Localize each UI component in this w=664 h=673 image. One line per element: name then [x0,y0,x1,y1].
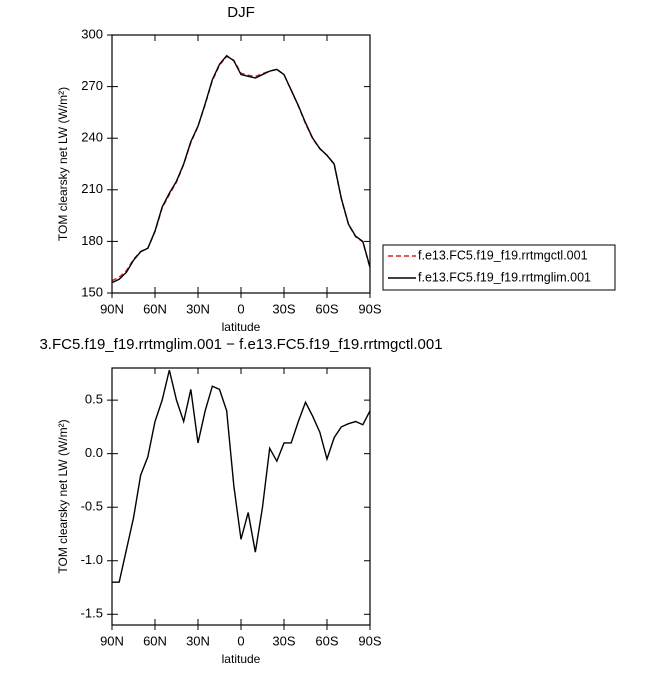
x-tick-label: 90S [358,633,381,648]
y-tick-label: -1.0 [81,552,103,567]
y-tick-label: -1.5 [81,606,103,621]
x-tick-label: 90N [100,301,124,316]
x-tick-label: 60S [315,301,338,316]
chart-title: DJF [227,4,255,21]
x-tick-label: 90N [100,633,124,648]
data-line [111,55,371,282]
plot-frame [111,34,371,294]
x-tick-label: 30N [186,633,210,648]
x-tick-label: 60N [143,633,167,648]
y-tick-label: 180 [81,233,103,248]
x-tick-label: 30S [272,301,295,316]
x-tick-label: 0 [237,301,244,316]
y-tick-label: -0.5 [81,499,103,514]
data-line [112,369,371,583]
x-tick-label: 0 [237,633,244,648]
data-line [111,54,371,284]
y-tick-label: 150 [81,284,103,299]
y-axis-label: TOM clearsky net LW (W/m²) [56,87,70,241]
x-axis-label: latitude [222,652,261,666]
y-tick-label: 300 [81,26,103,41]
x-tick-label: 30N [186,301,210,316]
panel: DJF 150 180 210 240 270 300 90N 60N 30N 0 30S 60S 90S… [56,4,616,334]
x-tick-label: 30S [272,633,295,648]
chart-title: 3.FC5.f19_f19.rrtmglim.001 − f.e13.FC5.f… [39,336,442,353]
legend-box [382,244,616,291]
y-tick-label: 270 [81,78,103,93]
legend-label: f.e13.FC5.f19_f19.rrtmglim.001 [418,270,591,284]
x-axis-label: latitude [222,320,261,334]
x-tick-label: 90S [358,301,381,316]
panel: 3.FC5.f19_f19.rrtmglim.001 − f.e13.FC5.f… [39,336,442,666]
plot-frame [111,367,371,626]
y-axis-label: TOM clearsky net LW (W/m²) [56,419,70,573]
y-tick-label: 0.0 [85,445,103,460]
x-tick-label: 60S [315,633,338,648]
x-tick-label: 60N [143,301,167,316]
y-tick-label: 240 [81,130,103,145]
y-tick-label: 210 [81,181,103,196]
legend-label: f.e13.FC5.f19_f19.rrtmgctl.001 [418,248,588,262]
y-tick-label: 0.5 [85,392,103,407]
